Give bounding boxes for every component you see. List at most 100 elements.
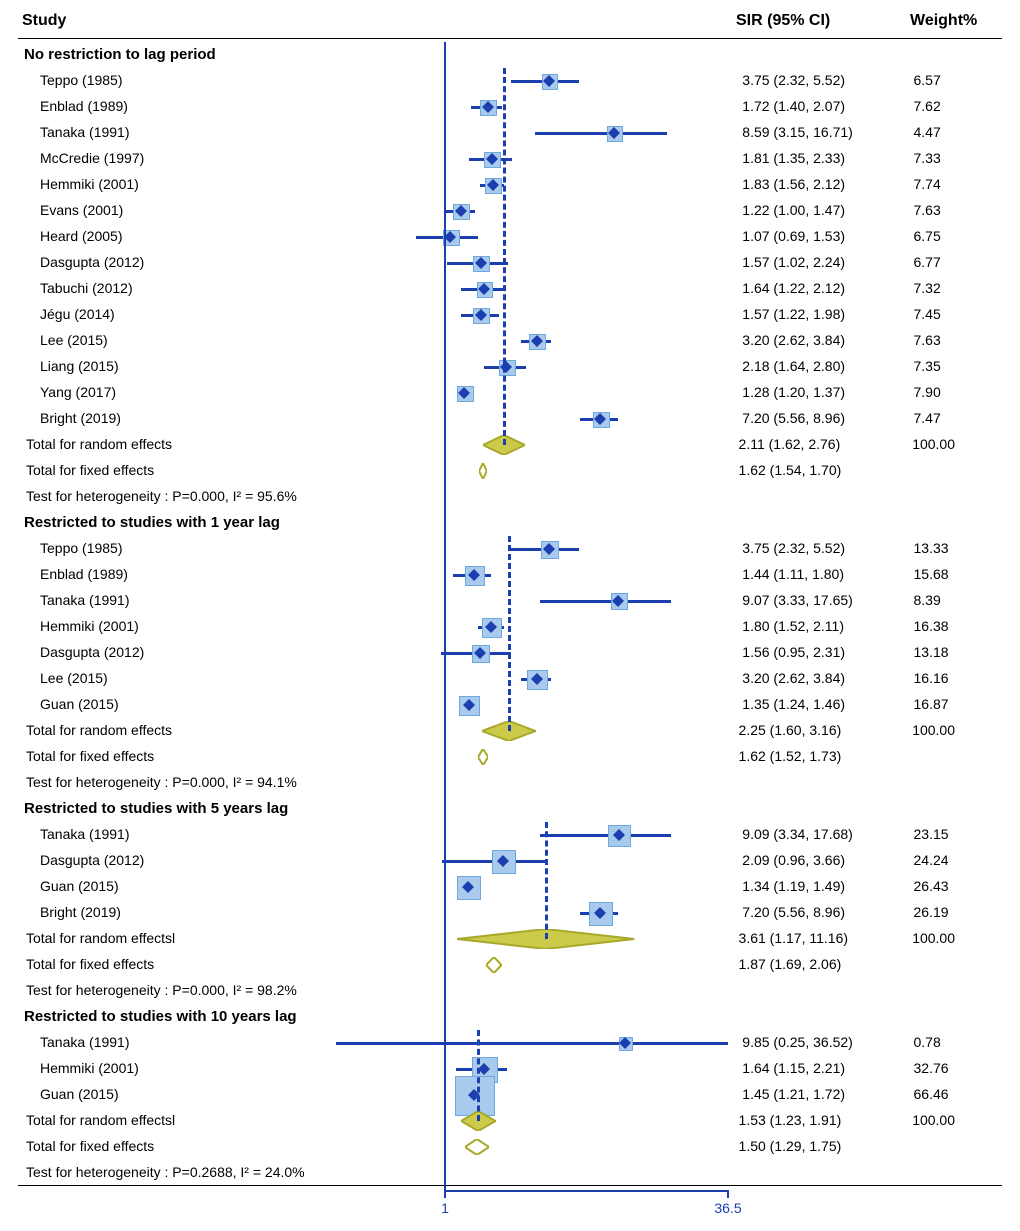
study-label: Test for heterogeneity : P=0.000, I² = 9… [18,774,405,790]
study-label: Total for random effects [18,436,405,452]
study-label: Dasgupta (2012) [18,852,414,868]
study-label: Enblad (1989) [18,98,414,114]
heterogeneity-row: Test for heterogeneity : P=0.000, I² = 9… [18,769,1002,795]
sir-cell: 3.75 (2.32, 5.52) [738,72,909,88]
weight-cell: 100.00 [908,722,1002,738]
group-heading: No restriction to lag period [18,41,1002,67]
header-sir: SIR (95% CI) [732,12,906,30]
sir-cell: 1.22 (1.00, 1.47) [738,202,909,218]
sir-cell: 1.07 (0.69, 1.53) [738,228,909,244]
study-row: Hemmiki (2001)1.80 (1.52, 2.11)16.38 [18,613,1002,639]
study-label: Dasgupta (2012) [18,644,414,660]
study-label: Tanaka (1991) [18,1034,414,1050]
study-label: Bright (2019) [18,904,414,920]
sir-cell: 3.20 (2.62, 3.84) [738,670,909,686]
sir-cell: 2.09 (0.96, 3.66) [738,852,909,868]
study-label: Lee (2015) [18,332,414,348]
study-row: Lee (2015) 3.20 (2.62, 3.84)16.16 [18,665,1002,691]
study-label: Tabuchi (2012) [18,280,414,296]
x-axis: 136.5 [398,1190,728,1220]
study-label: Test for heterogeneity : P=0.000, I² = 9… [18,488,405,504]
header-plot-spacer [402,12,732,30]
study-row: Guan (2015)1.34 (1.19, 1.49)26.43 [18,873,1002,899]
summary-row: Total for random effectsl3.61 (1.17, 11.… [18,925,1002,951]
sir-cell: 1.62 (1.52, 1.73) [735,748,909,764]
study-label: Yang (2017) [18,384,414,400]
study-row: Enblad (1989)1.44 (1.11, 1.80)15.68 [18,561,1002,587]
sir-cell: 7.20 (5.56, 8.96) [738,904,909,920]
study-row: Teppo (1985)3.75 (2.32, 5.52)6.57 [18,67,1002,93]
study-label: No restriction to lag period [18,46,404,63]
summary-row: Total for fixed effects1.62 (1.54, 1.70) [18,457,1002,483]
weight-cell: 13.18 [910,644,1003,660]
sir-cell: 1.50 (1.29, 1.75) [735,1138,909,1154]
study-label: Hemmiki (2001) [18,618,414,634]
study-label: Guan (2015) [18,1086,414,1102]
study-row: Dasgupta (2012) 2.09 (0.96, 3.66)24.24 [18,847,1002,873]
study-row: Tanaka (1991) 9.09 (3.34, 17.68)23.15 [18,821,1002,847]
sir-cell: 9.09 (3.34, 17.68) [738,826,909,842]
sir-cell: 3.20 (2.62, 3.84) [738,332,909,348]
weight-cell: 6.75 [910,228,1003,244]
study-label: Total for fixed effects [18,748,405,764]
sir-cell: 2.11 (1.62, 2.76) [735,436,909,452]
weight-cell: 7.63 [910,202,1003,218]
weight-cell: 6.77 [910,254,1003,270]
header-study: Study [18,12,402,30]
study-label: Jégu (2014) [18,306,414,322]
group-heading: Restricted to studies with 10 years lag [18,1003,1002,1029]
weight-cell: 24.24 [910,852,1003,868]
weight-cell: 16.38 [910,618,1003,634]
sir-cell: 1.64 (1.15, 2.21) [738,1060,909,1076]
study-label: Guan (2015) [18,878,414,894]
summary-row: Total for fixed effects 1.50 (1.29, 1.75) [18,1133,1002,1159]
study-row: McCredie (1997)1.81 (1.35, 2.33)7.33 [18,145,1002,171]
weight-cell: 7.62 [910,98,1003,114]
sir-cell: 1.56 (0.95, 2.31) [738,644,909,660]
weight-cell: 16.16 [910,670,1003,686]
weight-cell: 23.15 [910,826,1003,842]
study-label: Evans (2001) [18,202,414,218]
study-label: McCredie (1997) [18,150,414,166]
sir-cell: 2.18 (1.64, 2.80) [738,358,909,374]
summary-row: Total for fixed effects 1.62 (1.52, 1.73) [18,743,1002,769]
study-row: Bright (2019)7.20 (5.56, 8.96)7.47 [18,405,1002,431]
header-row: Study SIR (95% CI) Weight% [18,12,1002,38]
summary-row: Total for random effects 2.11 (1.62, 2.76… [18,431,1002,457]
top-rule [18,38,1002,39]
weight-cell: 66.46 [910,1086,1003,1102]
sir-cell: 7.20 (5.56, 8.96) [738,410,909,426]
study-label: Restricted to studies with 1 year lag [18,514,404,531]
study-label: Tanaka (1991) [18,826,414,842]
sir-cell: 1.72 (1.40, 2.07) [738,98,909,114]
weight-cell: 7.45 [910,306,1003,322]
weight-cell: 100.00 [908,930,1002,946]
sir-cell: 1.83 (1.56, 2.12) [738,176,909,192]
study-label: Heard (2005) [18,228,414,244]
sir-cell: 1.44 (1.11, 1.80) [738,566,909,582]
study-label: Test for heterogeneity : P=0.000, I² = 9… [18,982,405,998]
study-row: Dasgupta (2012) 1.56 (0.95, 2.31)13.18 [18,639,1002,665]
study-label: Lee (2015) [18,670,414,686]
sir-cell: 9.07 (3.33, 17.65) [738,592,909,608]
study-label: Total for fixed effects [18,1138,405,1154]
study-row: Tanaka (1991)9.07 (3.33, 17.65)8.39 [18,587,1002,613]
study-row: Teppo (1985)3.75 (2.32, 5.52)13.33 [18,535,1002,561]
study-row: Dasgupta (2012)1.57 (1.02, 2.24)6.77 [18,249,1002,275]
weight-cell: 6.57 [910,72,1003,88]
study-label: Test for heterogeneity : P=0.2688, I² = … [18,1164,405,1180]
sir-cell: 1.81 (1.35, 2.33) [738,150,909,166]
weight-cell: 100.00 [908,1112,1002,1128]
sir-cell: 9.85 (0.25, 36.52) [738,1034,909,1050]
sir-cell: 2.25 (1.60, 3.16) [735,722,909,738]
study-label: Hemmiki (2001) [18,176,414,192]
study-row: Tabuchi (2012)1.64 (1.22, 2.12)7.32 [18,275,1002,301]
study-row: Yang (2017)1.28 (1.20, 1.37)7.90 [18,379,1002,405]
weight-cell: 7.35 [910,358,1003,374]
study-row: Tanaka (1991)9.85 (0.25, 36.52)0.78 [18,1029,1002,1055]
weight-cell: 15.68 [910,566,1003,582]
study-label: Tanaka (1991) [18,592,414,608]
weight-cell: 7.47 [910,410,1003,426]
study-row: Enblad (1989) 1.72 (1.40, 2.07)7.62 [18,93,1002,119]
summary-row: Total for fixed effects1.87 (1.69, 2.06) [18,951,1002,977]
